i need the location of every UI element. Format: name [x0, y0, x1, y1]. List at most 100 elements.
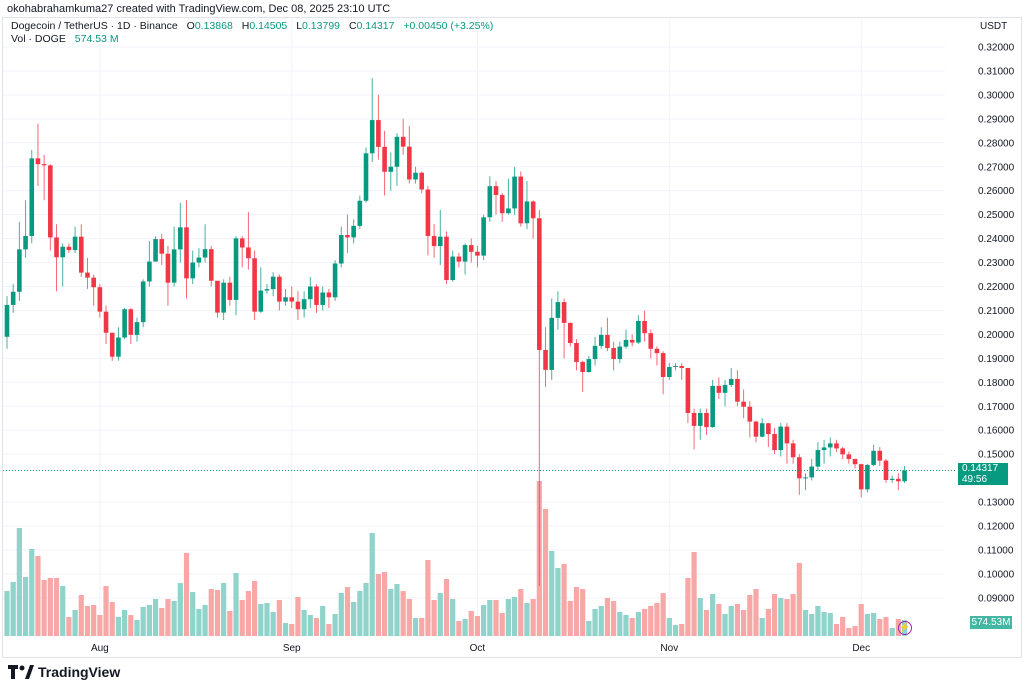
volume-bar	[518, 589, 524, 636]
y-tick-label: 0.30000	[978, 90, 1015, 101]
volume-bar	[239, 600, 245, 636]
candle-body	[264, 289, 270, 291]
volume-bar	[747, 595, 753, 636]
volume-bar	[122, 610, 128, 636]
volume-bar	[511, 597, 518, 636]
legend-row-ohlc: Dogecoin / TetherUS · 1D · Binance O0.13…	[11, 20, 493, 33]
candle-body	[425, 189, 431, 236]
y-tick-label: 0.09000	[978, 593, 1015, 604]
volume-bar	[759, 618, 765, 636]
volume-bar	[84, 606, 91, 636]
volume-bar	[388, 589, 394, 636]
volume-bar	[741, 610, 747, 636]
volume-bar	[22, 577, 29, 636]
volume-bar	[889, 628, 895, 636]
candle-body	[208, 249, 214, 281]
volume-bar	[456, 621, 462, 636]
volume-bar	[827, 613, 833, 636]
candle-body	[184, 227, 189, 279]
volume-bar	[270, 612, 276, 636]
volume-bar	[97, 615, 103, 636]
volume-bar	[295, 597, 301, 636]
volume-bar	[592, 609, 598, 636]
volume-bar	[864, 614, 871, 636]
volume-label[interactable]: Vol · DOGE	[11, 33, 66, 45]
volume-bar	[716, 604, 722, 636]
volume-bar	[530, 599, 536, 636]
candle-body	[338, 235, 344, 264]
volume-bar	[258, 604, 264, 636]
volume-bar	[214, 590, 221, 636]
x-tick-label: Aug	[91, 643, 109, 654]
volume-bar	[710, 594, 716, 636]
volume-bar	[481, 605, 487, 636]
candle-body	[196, 257, 202, 263]
volume-bar	[672, 625, 679, 636]
volume-bar	[487, 600, 493, 636]
candle-body	[97, 287, 103, 312]
candle-body	[116, 337, 121, 357]
candle-body	[153, 239, 158, 262]
volume-bar	[437, 593, 443, 636]
candle-body	[66, 246, 72, 251]
x-tick-label: Sep	[283, 643, 301, 654]
volume-bar	[567, 601, 573, 636]
candle-body	[246, 247, 251, 259]
candle-body	[784, 426, 790, 444]
candle-body	[388, 166, 394, 172]
volume-bar	[555, 568, 561, 636]
volume-bar	[425, 560, 431, 636]
candle-body	[17, 249, 22, 292]
candle-body	[902, 470, 907, 482]
volume-bars	[4, 481, 908, 636]
candle-body	[450, 256, 455, 281]
candle-body	[78, 236, 84, 273]
candle-body	[827, 443, 833, 448]
volume-bar	[183, 553, 190, 636]
candle-body	[91, 277, 96, 288]
candle-body	[190, 262, 195, 279]
volume-bar	[47, 578, 53, 636]
candle-body	[357, 200, 363, 226]
candle-body	[239, 238, 245, 248]
candle-body	[320, 292, 325, 305]
currency-unit[interactable]: USDT	[980, 21, 1008, 32]
x-tick-label: Nov	[660, 643, 678, 654]
candle-body	[797, 457, 802, 479]
candle-body	[667, 366, 672, 378]
volume-bar	[400, 591, 406, 636]
tradingview-logo[interactable]: TradingView	[8, 664, 120, 680]
low-label: L	[296, 20, 303, 32]
candle-body	[512, 176, 517, 209]
volume-bar	[679, 624, 685, 636]
candle-body	[679, 366, 685, 368]
candle-body	[852, 458, 858, 465]
volume-bar	[629, 618, 635, 636]
candle-body	[376, 120, 381, 147]
candle-body	[332, 263, 338, 298]
volume-bar	[29, 549, 35, 636]
volume-bar	[443, 579, 450, 636]
candle-body	[134, 322, 140, 335]
candle-body	[258, 290, 264, 312]
candle-body	[716, 385, 722, 393]
high-value: 0.14505	[249, 20, 288, 32]
lightning-icon[interactable]: ⚡	[898, 621, 912, 635]
candle-body	[233, 238, 239, 300]
volume-bar	[617, 612, 623, 636]
volume-bar	[784, 599, 790, 636]
candle-body	[815, 450, 821, 467]
candle-body	[877, 450, 883, 461]
volume-bar	[660, 593, 666, 636]
volume-bar	[140, 607, 146, 636]
symbol-name[interactable]: Dogecoin / TetherUS · 1D · Binance	[11, 20, 178, 32]
candle-body	[147, 261, 152, 282]
volume-bar	[35, 556, 41, 636]
candle-body	[537, 218, 542, 350]
low-value: 0.13799	[302, 20, 341, 32]
candle-body	[481, 217, 486, 256]
candle-body	[586, 359, 592, 373]
y-tick-label: 0.10000	[978, 569, 1015, 580]
candle-body	[456, 256, 462, 262]
